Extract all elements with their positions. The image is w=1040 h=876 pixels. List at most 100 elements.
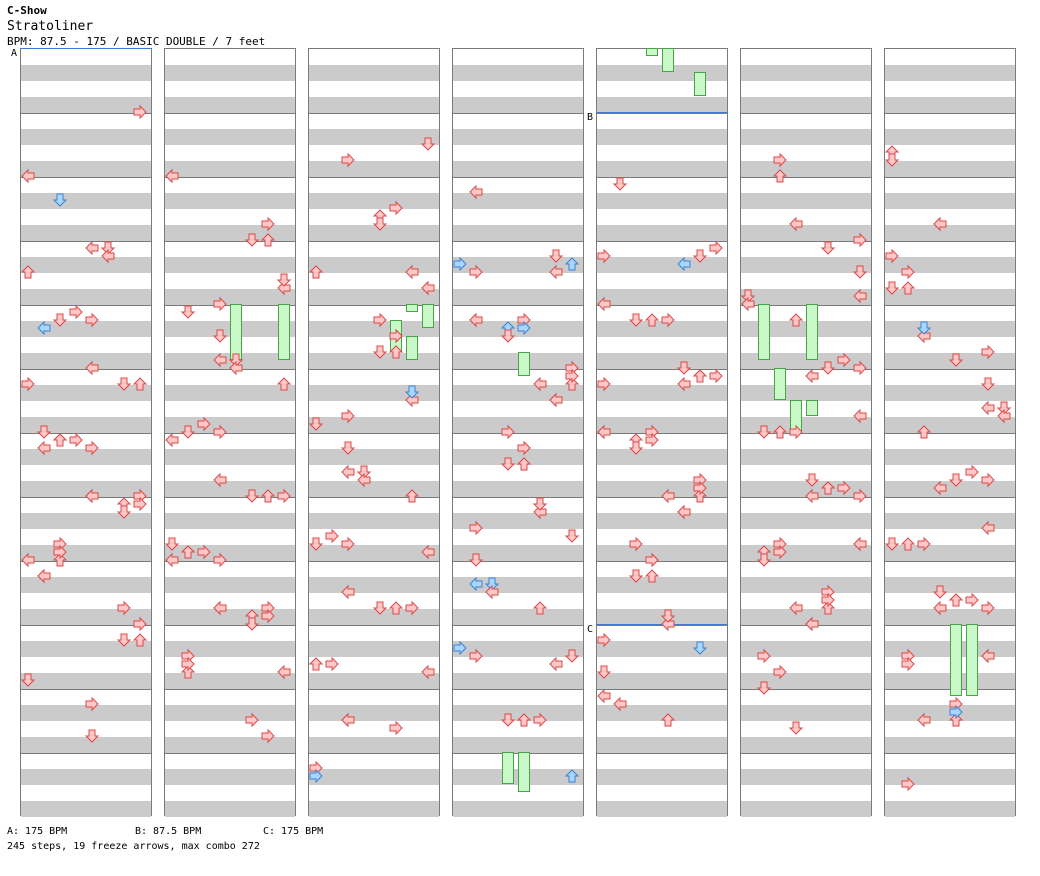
step-arrow-down-icon (660, 609, 676, 623)
step-arrow-down-icon (740, 289, 756, 303)
measure-line (21, 241, 151, 242)
step-arrow-right-icon (533, 712, 547, 728)
step-arrow-right-icon (261, 608, 275, 624)
step-arrow-right-icon (341, 536, 355, 552)
measure-line (165, 241, 295, 242)
step-arrow-left-icon (21, 168, 35, 184)
beat-band (21, 353, 151, 369)
step-arrow-up-icon (260, 489, 276, 503)
step-arrow-left-icon (597, 424, 611, 440)
step-arrow-down-icon (244, 617, 260, 631)
beat-band (597, 577, 727, 593)
step-arrow-right-icon (501, 424, 515, 440)
freeze-arrow (502, 752, 514, 784)
beat-band (885, 321, 1015, 337)
step-arrow-left-icon (421, 280, 435, 296)
step-arrow-left-icon (613, 696, 627, 712)
beat-band (741, 449, 871, 465)
step-arrow-up-icon (308, 265, 324, 279)
beat-band (453, 449, 583, 465)
beat-band (741, 577, 871, 593)
step-arrow-up-icon (660, 713, 676, 727)
step-arrow-up-icon (308, 657, 324, 671)
step-arrow-up-icon (900, 281, 916, 295)
measure-line (597, 369, 727, 370)
step-arrow-down-icon (628, 313, 644, 327)
step-arrow-up-icon (692, 369, 708, 383)
beat-band (165, 65, 295, 81)
beat-band (741, 737, 871, 753)
step-arrow-up-icon (52, 433, 68, 447)
beat-band (741, 65, 871, 81)
step-arrow-left-icon (789, 600, 803, 616)
freeze-arrow (518, 352, 530, 376)
measure-line (165, 625, 295, 626)
beat-band (21, 65, 151, 81)
step-arrow-down-icon (180, 305, 196, 319)
step-arrow-down-icon (564, 529, 580, 543)
step-arrow-right-icon (277, 488, 291, 504)
beat-band (885, 769, 1015, 785)
step-arrow-down-icon (52, 313, 68, 327)
beat-band (165, 97, 295, 113)
beat-band (453, 673, 583, 689)
step-arrow-up-icon (788, 313, 804, 327)
step-arrow-up-icon (564, 257, 580, 271)
beat-band (165, 673, 295, 689)
beat-band (741, 609, 871, 625)
step-arrow-right-icon (645, 432, 659, 448)
freeze-arrow (694, 72, 706, 96)
step-arrow-left-icon (213, 352, 227, 368)
mode-title: C-Show (7, 4, 47, 17)
step-arrow-right-icon (53, 544, 67, 560)
beat-band (21, 289, 151, 305)
step-arrow-down-icon (852, 265, 868, 279)
beat-band (309, 705, 439, 721)
step-arrow-right-icon (213, 424, 227, 440)
step-arrow-down-icon (756, 553, 772, 567)
step-arrow-down-icon (276, 273, 292, 287)
beat-band (597, 641, 727, 657)
measure-line (885, 305, 1015, 306)
step-arrow-up-icon (516, 457, 532, 471)
step-arrow-right-icon (597, 376, 611, 392)
step-arrow-down-icon (20, 673, 36, 687)
step-arrow-right-icon (197, 544, 211, 560)
step-arrow-up-icon (404, 489, 420, 503)
measure-line (597, 753, 727, 754)
step-arrow-right-icon (453, 256, 467, 272)
beat-band (21, 513, 151, 529)
step-arrow-right-icon (901, 656, 915, 672)
song-title: Stratoliner (7, 19, 94, 34)
beat-band (165, 289, 295, 305)
step-arrow-right-icon (389, 720, 403, 736)
step-arrow-right-icon (245, 712, 259, 728)
measure-line (21, 753, 151, 754)
step-arrow-up-icon (516, 713, 532, 727)
step-arrow-left-icon (357, 472, 371, 488)
step-arrow-right-icon (69, 304, 83, 320)
freeze-arrow (774, 368, 786, 400)
chart-summary: 245 steps, 19 freeze arrows, max combo 2… (7, 841, 260, 852)
beat-band (309, 97, 439, 113)
step-arrow-down-icon (676, 361, 692, 375)
step-arrow-down-icon (308, 417, 324, 431)
measure-line (597, 305, 727, 306)
measure-line (165, 113, 295, 114)
measure-line (309, 113, 439, 114)
step-arrow-down-icon (468, 553, 484, 567)
step-arrow-down-icon (548, 249, 564, 263)
step-arrow-down-icon (244, 233, 260, 247)
step-arrow-up-icon (644, 569, 660, 583)
beat-band (309, 577, 439, 593)
step-arrow-right-icon (469, 520, 483, 536)
measure-line (885, 497, 1015, 498)
measure-line (453, 561, 583, 562)
step-arrow-up-icon (644, 313, 660, 327)
beat-band (453, 257, 583, 273)
beat-band (597, 225, 727, 241)
measure-line (165, 433, 295, 434)
step-arrow-down-icon (356, 465, 372, 479)
beat-band (741, 97, 871, 113)
measure-line (453, 689, 583, 690)
